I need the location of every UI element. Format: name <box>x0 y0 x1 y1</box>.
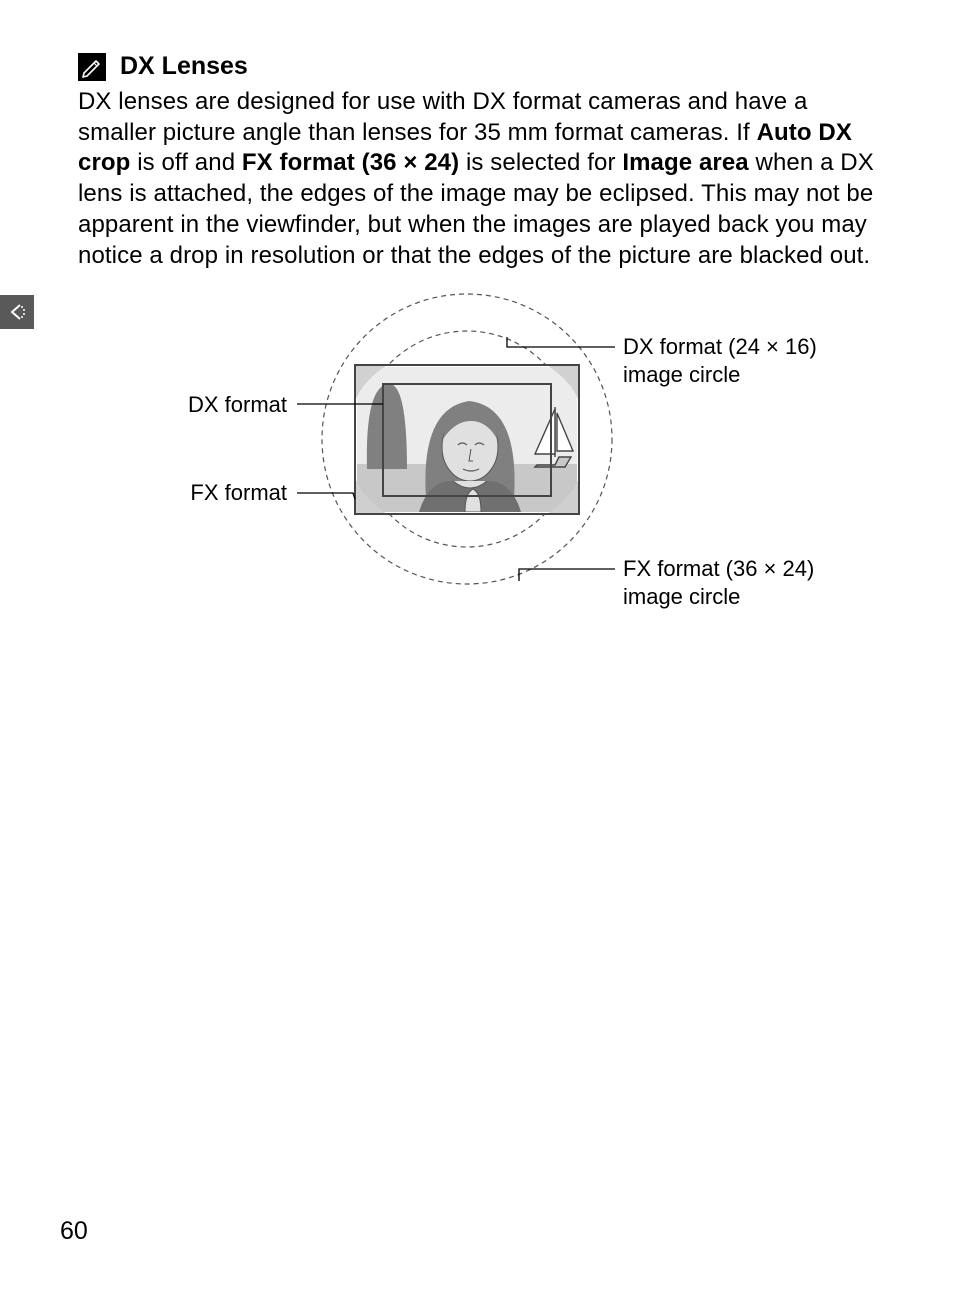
para-frag-1: DX lenses are designed for use with DX f… <box>78 88 807 146</box>
label-dx-format: DX format <box>87 391 287 419</box>
label-dx-circle: DX format (24 × 16) image circle <box>623 333 817 388</box>
para-bold-2: FX format (36 × 24) <box>242 149 459 176</box>
para-frag-2: is off and <box>130 149 242 176</box>
pencil-icon <box>78 53 106 81</box>
label-dx-circle-line1: DX format (24 × 16) <box>623 334 817 359</box>
page-number: 60 <box>60 1217 88 1246</box>
para-bold-3: Image area <box>622 149 748 176</box>
label-dx-circle-line2: image circle <box>623 362 740 387</box>
label-fx-format: FX format <box>87 479 287 507</box>
format-diagram: DX format FX format DX format (24 × 16) … <box>87 289 867 639</box>
para-frag-3: is selected for <box>459 149 622 176</box>
sidebar-tab-icon <box>0 295 34 329</box>
body-paragraph: DX lenses are designed for use with DX f… <box>78 87 876 271</box>
label-fx-circle: FX format (36 × 24) image circle <box>623 555 814 610</box>
section-title: DX Lenses <box>120 52 248 81</box>
label-fx-circle-line1: FX format (36 × 24) <box>623 556 814 581</box>
label-fx-circle-line2: image circle <box>623 584 740 609</box>
